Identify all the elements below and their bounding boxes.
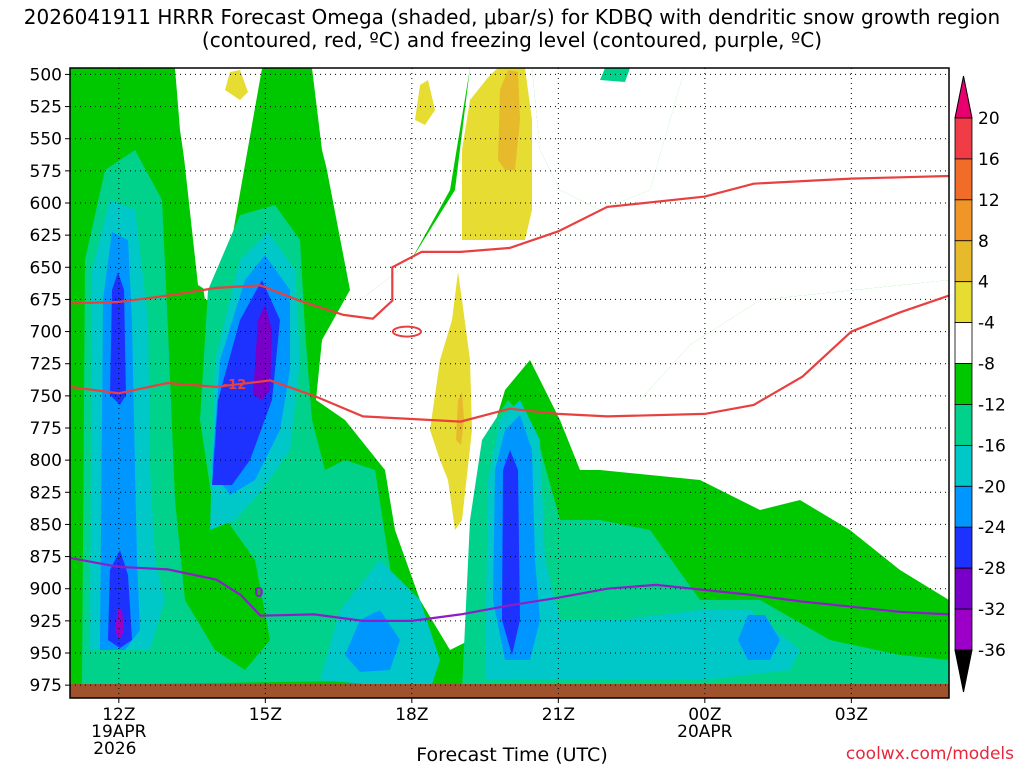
y-tick-label: 725 [30, 355, 62, 375]
colorbar-swatch [954, 240, 973, 283]
colorbar-label: -24 [978, 518, 1006, 538]
contour-label: -12 [223, 378, 247, 393]
chart-title: 2026041911 HRRR Forecast Omega (shaded, … [23, 5, 1001, 52]
omega-region-minus16 [345, 610, 400, 672]
colorbar-swatch [954, 526, 973, 569]
y-tick-label: 650 [30, 258, 62, 278]
contour-line [391, 325, 422, 338]
x-tick-label: 18Z [395, 705, 428, 725]
colorbar-label: -16 [978, 436, 1006, 456]
y-tick-label: 675 [30, 290, 62, 310]
contour-line [69, 294, 950, 423]
x-tick-label: 03Z [835, 705, 868, 725]
gridlines [70, 68, 949, 698]
colorbar-swatch [954, 158, 973, 201]
colorbar-label: -20 [978, 477, 1006, 497]
omega-region-minus24 [115, 608, 124, 640]
colorbar-label: -4 [978, 314, 995, 334]
omega-region-minus16 [100, 232, 140, 650]
y-tick-label: 525 [30, 98, 62, 118]
x-tick-date: 19APR [91, 722, 147, 742]
colorbar-swatch [954, 199, 973, 242]
contour-lines: -12 0 [69, 174, 950, 622]
omega-region-minus20 [110, 272, 126, 405]
y-tick-label: 700 [30, 323, 62, 343]
x-tick-label: 15Z [249, 705, 282, 725]
colorbar-swatch [954, 567, 973, 610]
y-tick-label: 850 [30, 515, 62, 535]
colorbar-swatch [954, 117, 973, 160]
y-tick-label: 775 [30, 419, 62, 439]
colorbar-bottom-arrow [954, 649, 973, 693]
contour-line [69, 174, 950, 320]
colorbar-swatch [954, 281, 973, 324]
omega-region-minus12 [485, 400, 800, 680]
colorbar-label: 8 [978, 232, 989, 252]
y-tick-label: 500 [30, 65, 62, 85]
y-tick-label: 575 [30, 162, 62, 182]
colorbar-label: -28 [978, 559, 1006, 579]
y-tick-label: 800 [30, 451, 62, 471]
y-tick-label: 875 [30, 548, 62, 568]
y-tick-label: 950 [30, 644, 62, 664]
y-tick-label: 550 [30, 130, 62, 150]
omega-region-minus16 [738, 615, 780, 660]
colorbar-label: -12 [978, 395, 1006, 415]
colorbar-swatch [954, 608, 973, 651]
omega-region-plus4 [225, 70, 248, 100]
colorbar-top-arrow [954, 75, 973, 119]
x-tick-date: 20APR [677, 722, 733, 742]
omega-region-minus24 [253, 305, 272, 400]
y-axis: 500 525 550 575 600 625 650 675 700 725 750 775 800 8… [30, 65, 70, 696]
omega-region-plus8 [498, 70, 520, 170]
colorbar-swatch [954, 322, 973, 364]
y-tick-label: 750 [30, 387, 62, 407]
y-tick-label: 825 [30, 483, 62, 503]
omega-white-gap [580, 280, 949, 600]
colorbar-label: -8 [978, 355, 995, 375]
y-tick-label: 600 [30, 194, 62, 214]
x-tick-label: 00Z [688, 705, 721, 725]
omega-region-minus20 [502, 450, 520, 655]
colorbar-swatch [954, 363, 973, 405]
colorbar-swatch [954, 404, 973, 446]
colorbar-label: -32 [978, 600, 1006, 620]
omega-region-minus12 [600, 68, 630, 82]
omega-region-plus4 [415, 80, 435, 125]
colorbar-swatch [954, 444, 973, 487]
y-tick-label: 975 [30, 676, 62, 696]
colorbar-label: -36 [978, 641, 1006, 661]
y-tick-label: 625 [30, 226, 62, 246]
omega-white-gap [175, 68, 262, 300]
omega-region-plus8 [456, 392, 464, 445]
y-tick-label: 900 [30, 580, 62, 600]
colorbar-label: 12 [978, 191, 1000, 211]
y-tick-label: 925 [30, 612, 62, 632]
colorbar-label: 20 [978, 109, 1000, 129]
x-tick-label: 12Z [102, 705, 135, 725]
colorbar-swatch [954, 485, 973, 528]
x-tick-year: 2026 [93, 739, 136, 759]
omega-region-minus20 [108, 550, 132, 648]
contour-label: 0 [254, 586, 263, 601]
colorbar-label: 16 [978, 150, 1000, 170]
x-axis-title: Forecast Time (UTC) [416, 744, 608, 766]
credit-text: coolwx.com/models [845, 744, 1014, 764]
colorbar: 20 16 12 8 4 -4 -8 -12 -16 -20 -24 -28 -32 -36 [954, 75, 1006, 693]
colorbar-label: 4 [978, 273, 989, 293]
x-tick-label: 21Z [542, 705, 575, 725]
ground-surface [70, 684, 949, 698]
omega-region-plus4 [430, 272, 472, 530]
contour-line [69, 556, 950, 622]
plot-border [69, 67, 950, 699]
